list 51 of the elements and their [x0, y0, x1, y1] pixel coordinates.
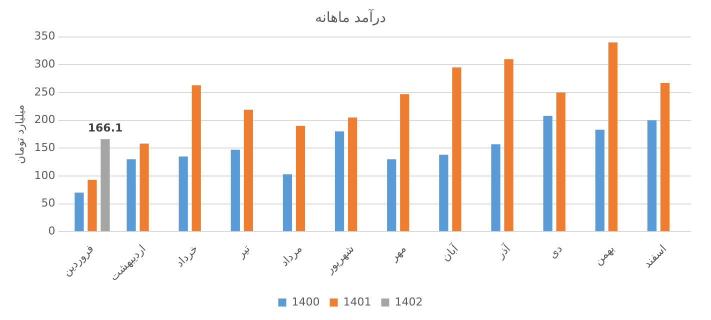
x-tick-label: تیر	[234, 242, 253, 261]
bar	[178, 156, 188, 232]
bar	[647, 120, 657, 232]
x-tick-label: مرداد	[278, 242, 305, 269]
x-tick-label: بهمن	[592, 242, 618, 268]
legend-label: 1402	[394, 295, 423, 308]
x-tick-label: فروردین	[60, 242, 96, 278]
bar	[100, 139, 110, 232]
bar	[230, 150, 240, 232]
y-tick-label: 50	[41, 196, 56, 210]
bar	[608, 42, 618, 232]
bar	[660, 83, 670, 232]
bar	[504, 59, 514, 232]
bar	[348, 118, 358, 232]
x-tick-label: آبان	[438, 240, 462, 264]
bar	[140, 144, 149, 232]
bar	[334, 131, 344, 232]
bar	[543, 116, 552, 232]
bar	[296, 126, 306, 232]
chart-title: درآمد ماهانه	[315, 8, 386, 26]
bar	[282, 174, 292, 232]
bar	[452, 67, 462, 232]
y-tick-label: 300	[34, 57, 56, 70]
bar	[88, 180, 97, 232]
bar	[126, 159, 136, 232]
y-tick-label: 250	[34, 85, 56, 98]
bar	[192, 85, 201, 232]
x-tick-label: شهریور	[322, 242, 357, 276]
x-tick-label: اسفند	[640, 242, 670, 270]
bar	[595, 130, 604, 232]
x-tick-label: دی	[546, 242, 566, 261]
bar	[491, 144, 500, 232]
bar	[439, 154, 448, 232]
x-tick-label: آذر	[492, 240, 514, 262]
y-tick-label: 200	[34, 113, 56, 126]
y-tick-label: 150	[34, 140, 56, 154]
legend-label: 1400	[292, 295, 320, 308]
y-tick-label: 0	[48, 224, 56, 238]
bar	[244, 110, 253, 232]
y-axis-title: میلیارد تومان	[13, 104, 26, 164]
legend-label: 1401	[343, 295, 372, 308]
bar	[556, 92, 566, 232]
x-tick-label: مهر	[386, 242, 409, 264]
y-tick-label: 100	[34, 168, 56, 182]
bar	[74, 192, 84, 232]
bar	[400, 94, 410, 232]
bar	[387, 159, 396, 232]
x-tick-label: اردیبهشت	[107, 242, 148, 284]
x-tick-label: خرداد	[173, 242, 201, 270]
data-label: 166.1	[88, 122, 123, 135]
y-tick-label: 350	[34, 30, 56, 43]
